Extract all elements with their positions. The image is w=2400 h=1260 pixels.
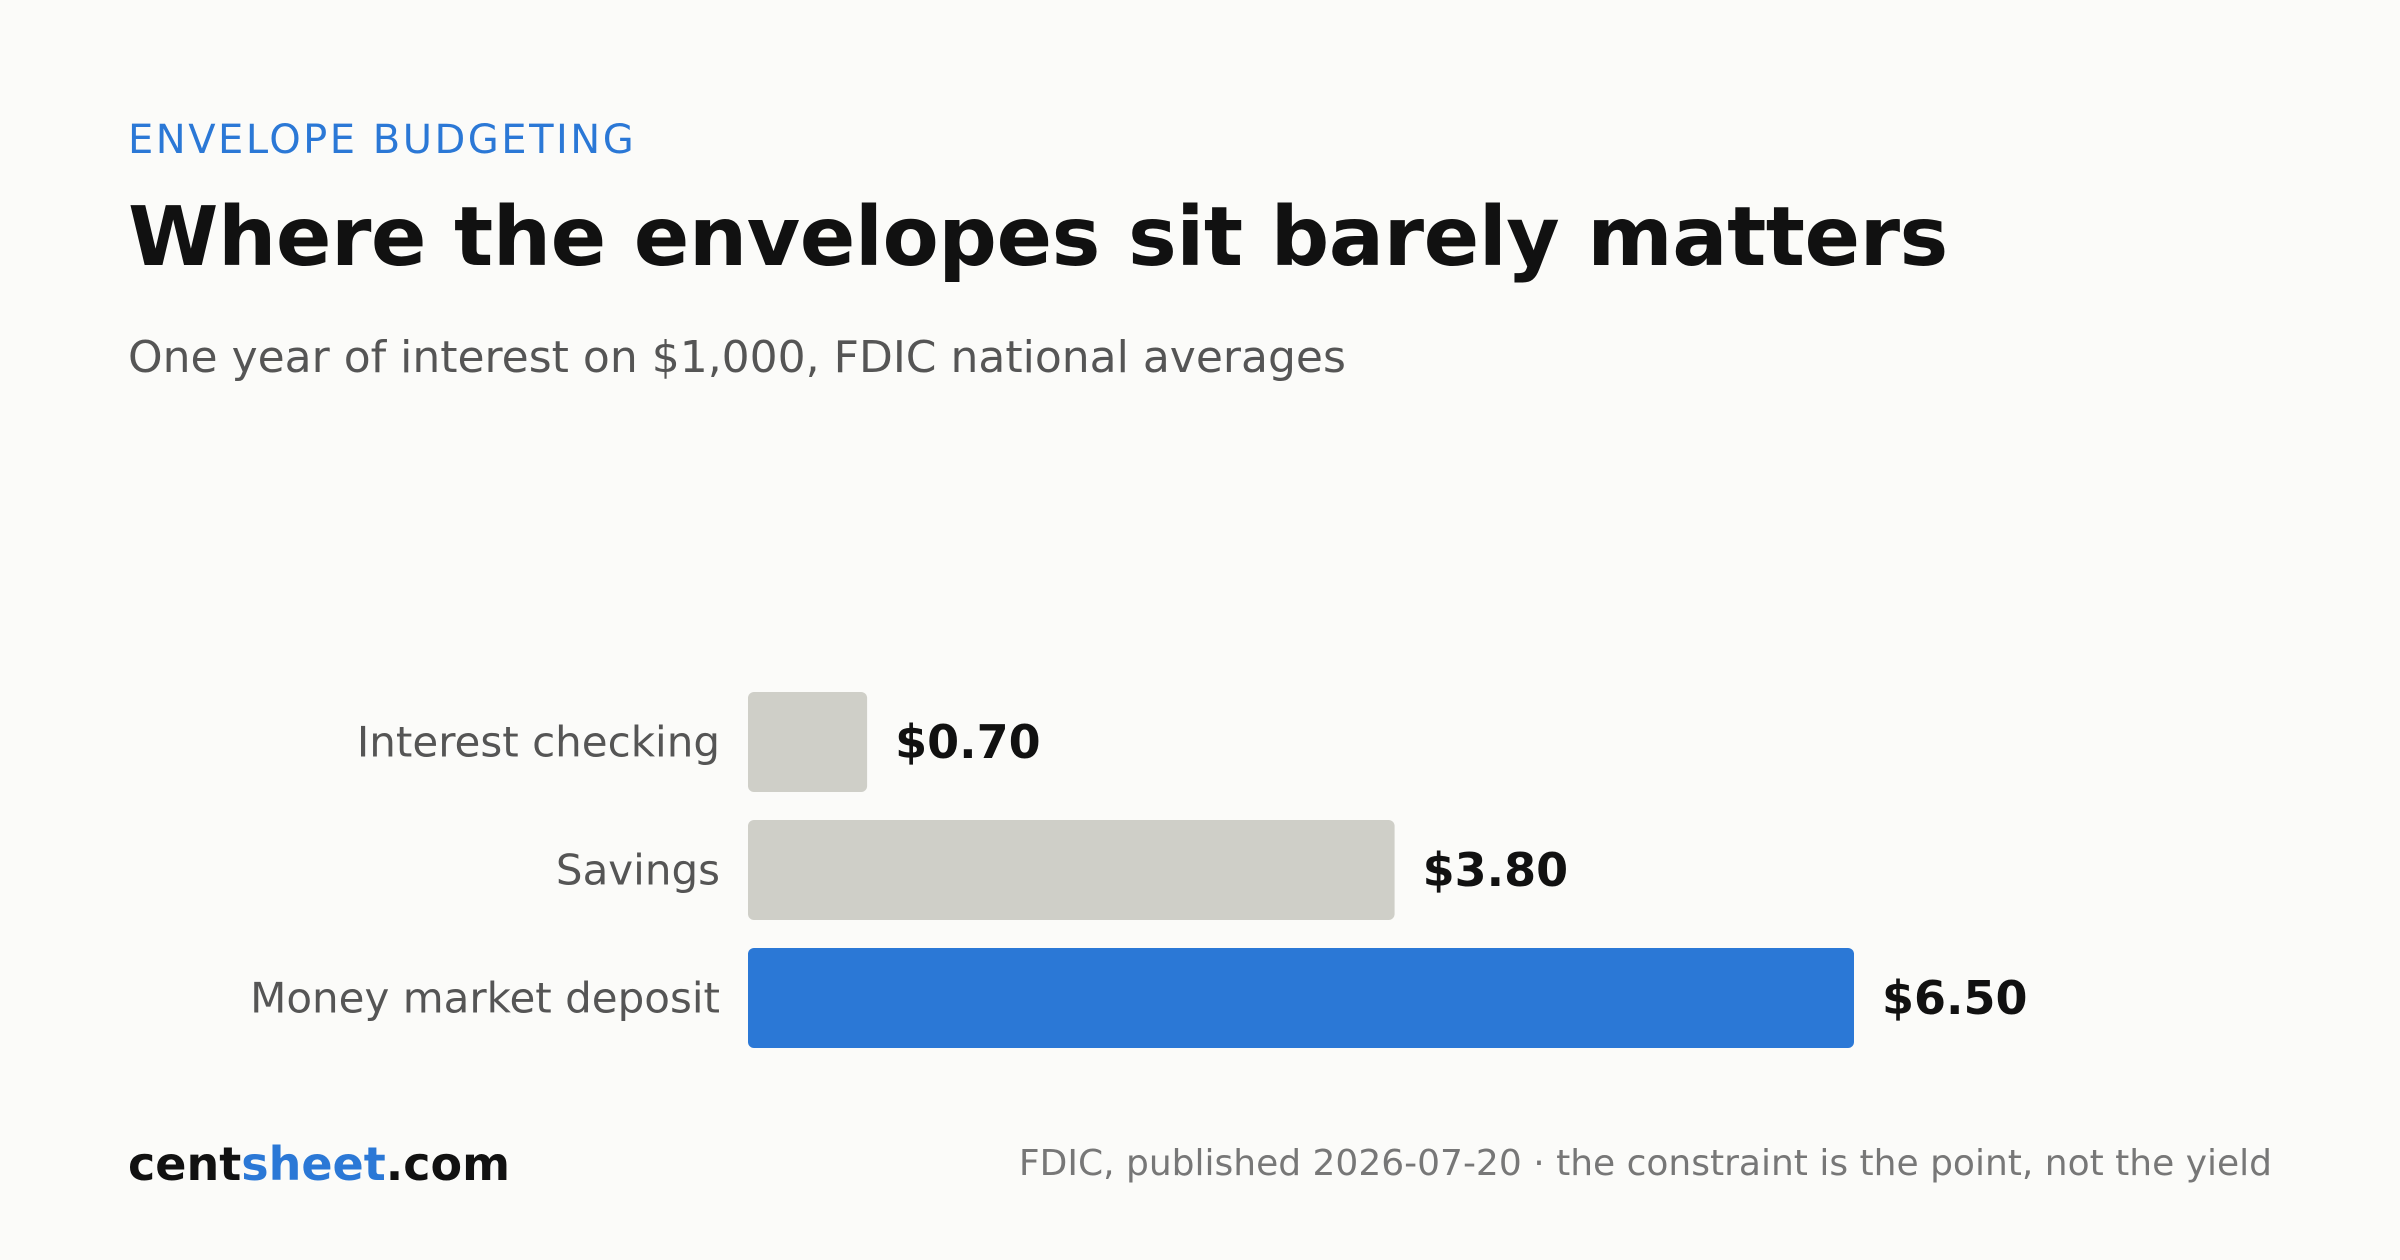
chart-title: Where the envelopes sit barely matters xyxy=(128,190,1948,285)
chart-subtitle: One year of interest on $1,000, FDIC nat… xyxy=(128,332,1346,383)
kicker: ENVELOPE BUDGETING xyxy=(128,117,637,163)
category-label: Interest checking xyxy=(357,718,720,767)
brand-part-domain: .com xyxy=(385,1137,510,1191)
value-label: $6.50 xyxy=(1882,971,2028,1025)
category-label: Money market deposit xyxy=(250,974,720,1023)
category-label: Savings xyxy=(556,846,720,895)
brand-part-sheet: sheet xyxy=(241,1137,386,1191)
brand-part-cent: cent xyxy=(128,1137,242,1191)
source-note: FDIC, published 2026-07-20 · the constra… xyxy=(1018,1143,2272,1184)
bar-savings xyxy=(748,820,1395,920)
value-label: $0.70 xyxy=(895,715,1041,769)
brand-logo: centsheet.com xyxy=(128,1132,510,1196)
bar-interest-checking xyxy=(748,692,868,792)
bar-money-market-deposit xyxy=(748,948,1854,1048)
value-label: $3.80 xyxy=(1423,843,1569,897)
